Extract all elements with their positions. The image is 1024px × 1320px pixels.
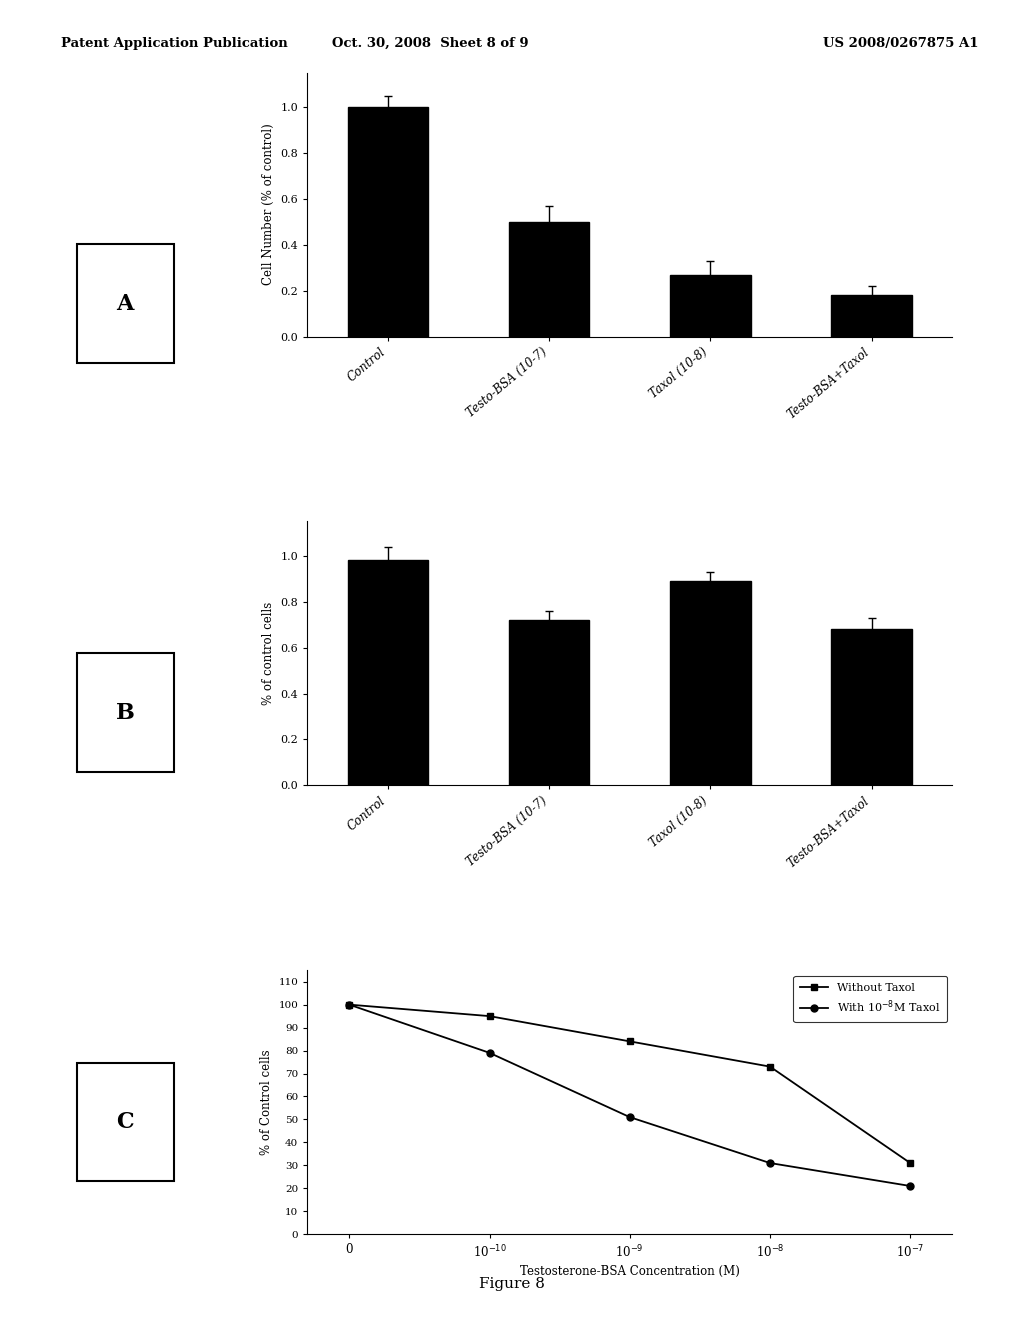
Bar: [347, 561, 428, 785]
With 10$^{-8}$M Taxol: [624, 1109, 636, 1125]
Y-axis label: % of Control cells: % of Control cells: [260, 1049, 272, 1155]
Bar: [509, 222, 590, 337]
With 10$^{-8}$M Taxol: [764, 1155, 776, 1171]
Without Taxol: [904, 1155, 916, 1171]
Y-axis label: % of control cells: % of control cells: [262, 602, 274, 705]
Bar: [347, 107, 428, 337]
Without Taxol: [624, 1034, 636, 1049]
Line: With 10$^{-8}$M Taxol: With 10$^{-8}$M Taxol: [346, 1001, 913, 1189]
Legend: Without Taxol, With 10$^{-8}$M Taxol: Without Taxol, With 10$^{-8}$M Taxol: [794, 975, 947, 1022]
Line: Without Taxol: Without Taxol: [346, 1001, 913, 1167]
Y-axis label: Cell Number (% of control): Cell Number (% of control): [262, 124, 274, 285]
Text: B: B: [116, 702, 134, 723]
Text: US 2008/0267875 A1: US 2008/0267875 A1: [823, 37, 979, 50]
Text: Figure 8: Figure 8: [479, 1276, 545, 1291]
Without Taxol: [343, 997, 355, 1012]
Text: C: C: [116, 1111, 134, 1133]
Bar: [670, 275, 751, 337]
Bar: [831, 296, 912, 337]
Bar: [670, 581, 751, 785]
Text: A: A: [117, 293, 133, 314]
X-axis label: Testosterone-BSA Concentration (M): Testosterone-BSA Concentration (M): [520, 1266, 739, 1278]
Without Taxol: [483, 1008, 496, 1024]
Text: Oct. 30, 2008  Sheet 8 of 9: Oct. 30, 2008 Sheet 8 of 9: [332, 37, 528, 50]
With 10$^{-8}$M Taxol: [904, 1177, 916, 1193]
Text: Patent Application Publication: Patent Application Publication: [61, 37, 288, 50]
Bar: [509, 620, 590, 785]
Bar: [831, 630, 912, 785]
With 10$^{-8}$M Taxol: [343, 997, 355, 1012]
Without Taxol: [764, 1059, 776, 1074]
With 10$^{-8}$M Taxol: [483, 1045, 496, 1061]
